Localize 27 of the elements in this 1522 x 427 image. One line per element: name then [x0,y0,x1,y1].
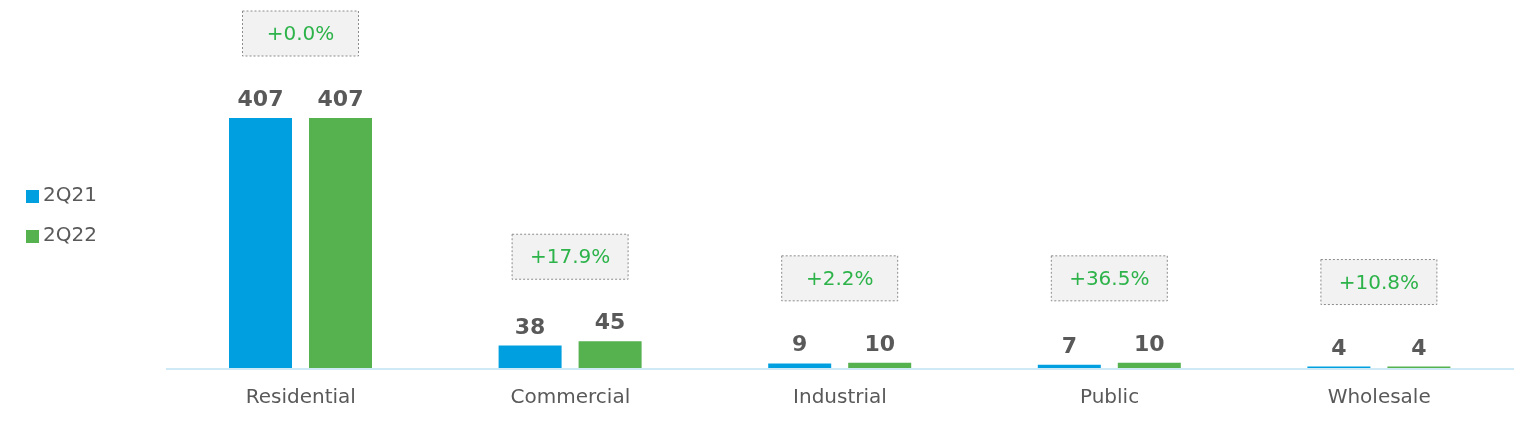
x-tick-label: Wholesale [1327,384,1431,409]
legend-label: 2Q22 [43,221,97,246]
x-tick-label: Residential [245,384,356,409]
annotation: +2.2% [805,265,874,290]
data-label: 407 [317,86,364,111]
annotation: +10.8% [1338,269,1420,294]
data-label: 9 [792,331,808,357]
data-label: 4 [1411,334,1427,360]
data-label: 7 [1061,332,1077,358]
bar [309,118,372,369]
legend-label: 2Q21 [43,181,97,206]
data-label: 45 [594,309,626,335]
bar [578,341,642,369]
bar [768,363,832,369]
x-tick-label: Industrial [793,384,887,409]
bar [229,118,292,369]
data-label: 10 [864,330,896,356]
text: +0.0% [266,21,335,45]
x-tick-label: Commercial [510,384,631,409]
annotation: +17.9% [529,244,611,269]
x-tick-label: Public [1080,384,1140,409]
data-label: 4 [1331,334,1347,360]
data-label: 38 [514,313,546,339]
data-label: 407 [237,86,284,111]
bar [498,345,562,369]
annotation: +36.5% [1069,265,1150,290]
data-label: 10 [1133,330,1165,356]
